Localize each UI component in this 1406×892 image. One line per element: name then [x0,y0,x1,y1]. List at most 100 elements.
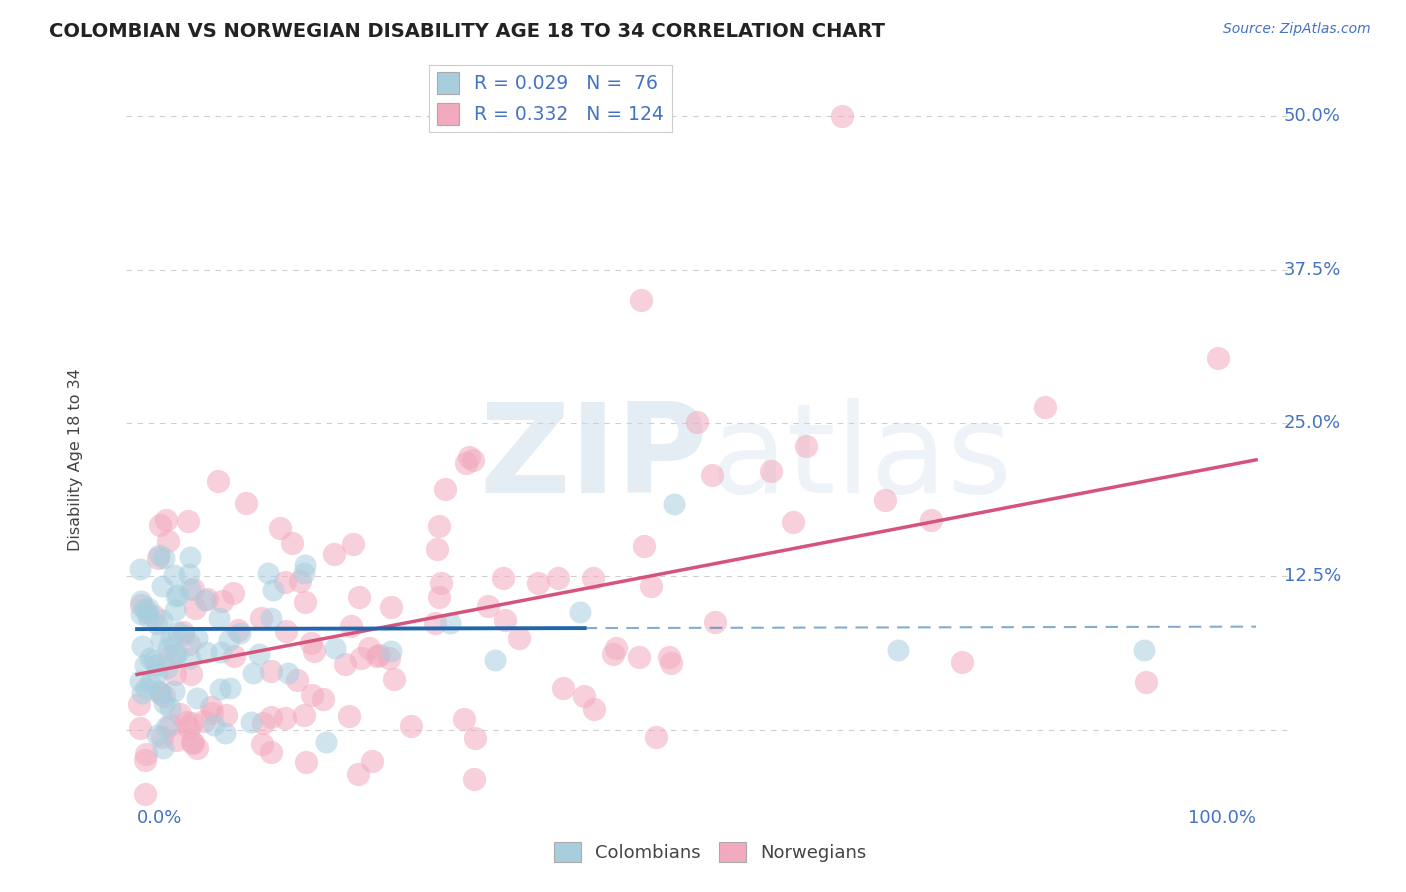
Point [146,616,169,631]
Point [627,649,650,664]
Point [1206,351,1229,365]
Point [211,594,233,608]
Point [165,667,187,681]
Point [527,576,550,591]
Point [333,657,356,671]
Point [127,823,149,838]
Point [302,644,325,658]
Point [640,578,662,592]
Point [226,623,249,637]
Point [149,686,172,700]
Point [605,640,627,655]
Point [157,533,180,548]
Point [177,637,200,651]
Point [195,591,218,606]
Point [357,640,380,655]
Point [200,699,222,714]
Legend: R = 0.029   N =  76, R = 0.332   N = 124: R = 0.029 N = 76, R = 0.332 N = 124 [429,64,672,132]
Point [260,665,283,679]
Point [142,608,165,623]
Point [602,647,624,661]
Point [457,450,479,464]
Point [831,110,853,124]
Point [180,667,202,681]
Point [794,439,817,453]
Point [1033,401,1056,415]
Point [235,496,257,510]
Point [129,721,152,735]
Point [146,728,169,742]
Point [551,681,574,696]
Point [340,619,363,633]
Point [218,632,240,647]
Text: 25.0%: 25.0% [1284,414,1341,432]
Point [260,745,283,759]
Point [136,610,159,624]
Point [195,644,218,658]
Point [150,613,173,627]
Point [430,576,453,591]
Point [703,615,725,629]
Point [166,625,188,640]
Point [453,712,475,726]
Point [159,650,181,665]
Point [312,692,335,706]
Point [156,641,179,656]
Point [294,558,316,573]
Point [146,550,169,565]
Point [181,715,204,730]
Point [484,653,506,667]
Point [155,720,177,734]
Point [659,656,682,670]
Point [173,628,195,642]
Point [378,651,401,665]
Point [887,643,910,657]
Point [301,688,323,702]
Point [1133,643,1156,657]
Text: 100.0%: 100.0% [1188,809,1256,828]
Point [172,624,194,639]
Point [295,755,318,769]
Point [461,453,484,467]
Point [153,689,176,703]
Point [250,611,273,625]
Point [950,655,973,669]
Point [568,605,591,619]
Point [159,718,181,732]
Point [342,537,364,551]
Point [165,589,187,603]
Point [299,636,322,650]
Point [477,599,499,614]
Point [494,613,516,627]
Point [209,681,232,696]
Point [277,665,299,680]
Point [382,672,405,686]
Point [920,513,942,527]
Point [323,547,346,561]
Legend: Colombians, Norwegians: Colombians, Norwegians [547,835,873,870]
Text: atlas: atlas [710,398,1012,518]
Point [292,708,315,723]
Point [582,571,605,585]
Point [658,649,681,664]
Point [134,787,156,801]
Point [222,585,245,599]
Point [259,710,281,724]
Point [315,735,337,749]
Point [148,684,170,698]
Point [427,519,450,533]
Point [360,754,382,768]
Point [136,601,159,615]
Text: ZIP: ZIP [479,398,707,518]
Point [165,603,187,617]
Point [174,714,197,729]
Point [146,666,169,681]
Point [281,535,304,549]
Point [139,676,162,690]
Point [201,706,224,720]
Point [179,722,201,736]
Point [155,513,177,527]
Point [179,549,201,564]
Point [401,719,423,733]
Point [274,574,297,589]
